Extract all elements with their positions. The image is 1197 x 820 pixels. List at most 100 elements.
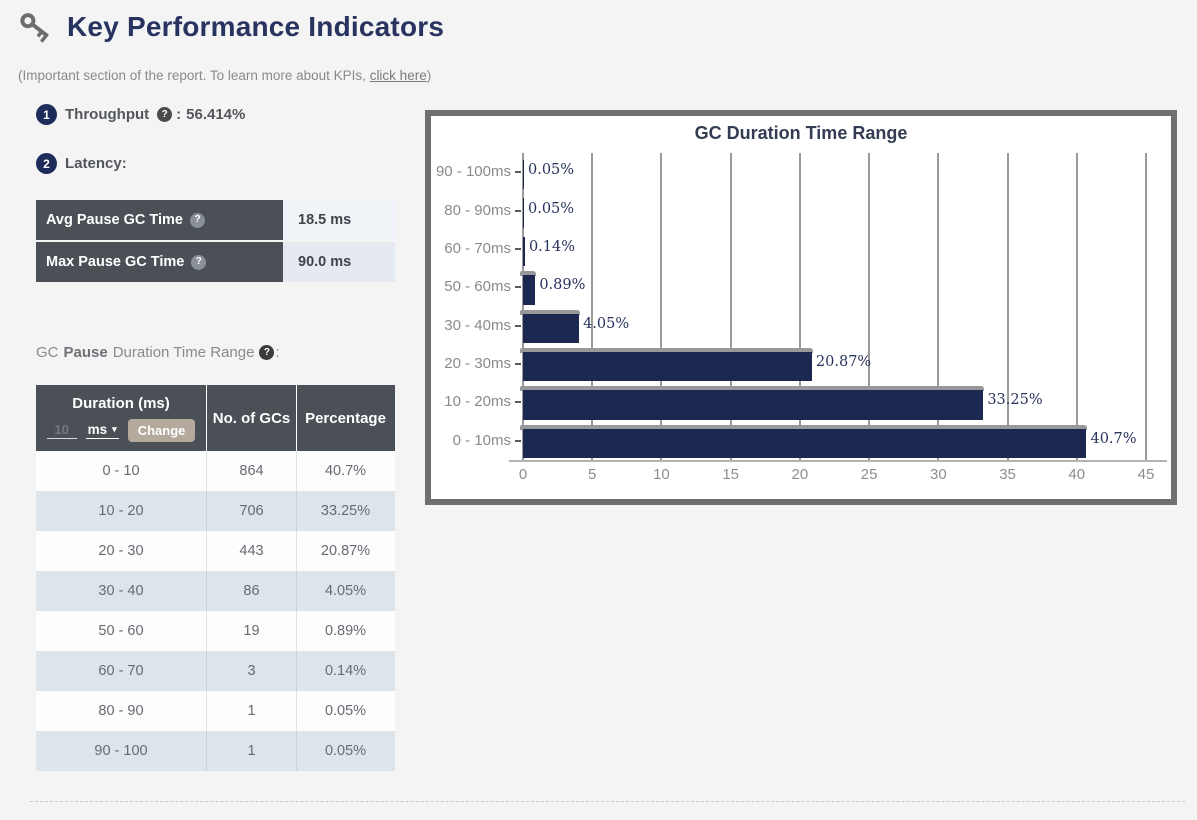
throughput-value: 56.414%	[186, 106, 246, 123]
cell-percentage: 0.05%	[324, 703, 367, 719]
cell-count: 3	[207, 651, 297, 691]
x-axis-tick-label: 30	[929, 466, 947, 483]
throughput-label: Throughput	[65, 106, 150, 123]
y-axis-label: 20 - 30ms	[444, 355, 511, 373]
table-row: 30 - 40 86 4.05%	[36, 571, 395, 611]
cell-duration: 90 - 100	[36, 731, 207, 771]
page-title: Key Performance Indicators	[67, 11, 445, 42]
latency-table: Avg Pause GC Time? 18.5 ms Max Pause GC Ti…	[36, 200, 395, 284]
y-axis-tick	[515, 171, 521, 174]
badge-1: 1	[36, 104, 57, 125]
chart-bar	[523, 198, 524, 228]
x-axis-tick-label: 10	[653, 466, 670, 483]
x-axis-line	[509, 460, 1167, 462]
cell-duration: 30 - 40	[36, 571, 207, 611]
table-row: 90 - 100 1 0.05%	[36, 731, 395, 771]
cell-percentage: 33.25%	[320, 503, 371, 519]
gc-range-label: GC Pause Duration Time Range ? :	[36, 344, 280, 361]
bar-value-label: 0.05%	[528, 200, 575, 217]
cell-count: 706	[207, 491, 297, 531]
y-axis-tick	[515, 209, 521, 212]
gridline	[660, 153, 663, 460]
x-axis-tick-label: 35	[999, 466, 1016, 483]
bar-shadow	[520, 271, 537, 277]
cell-count: 864	[207, 451, 297, 491]
header-percentage: Percentage	[297, 385, 394, 451]
bar-shadow	[520, 386, 985, 392]
cell-percentage: 0.89%	[324, 623, 367, 639]
gc-range-colon: :	[275, 344, 280, 361]
gridline	[522, 153, 524, 460]
help-icon[interactable]: ?	[157, 107, 173, 122]
y-axis-label: 60 - 70ms	[444, 239, 511, 257]
unit-select[interactable]: ms ▾	[85, 421, 119, 439]
x-axis-tick-label: 0	[518, 466, 528, 483]
y-axis-label: 0 - 10ms	[452, 431, 511, 449]
x-axis-tick-label: 45	[1137, 466, 1155, 483]
x-axis-tick-label: 15	[722, 466, 739, 483]
latency-label-text: Avg Pause GC Time	[46, 212, 183, 228]
cell-duration: 10 - 20	[36, 491, 207, 531]
x-axis-tick-label: 5	[588, 466, 597, 483]
help-icon[interactable]: ?	[259, 345, 275, 360]
duration-table-body: 0 - 10 864 40.7% 10 - 20 706 33.25% 20 - 30 443…	[36, 451, 395, 771]
gridline	[1145, 153, 1147, 460]
key-icon	[17, 8, 55, 46]
duration-unit-input[interactable]	[46, 421, 77, 439]
gridline	[1075, 153, 1078, 460]
help-icon[interactable]: ?	[191, 254, 207, 270]
y-axis-tick	[515, 286, 521, 289]
cell-percentage: 0.05%	[324, 743, 367, 759]
y-axis-tick	[515, 401, 521, 404]
section-divider	[30, 801, 1185, 802]
latency-row-label: Max Pause GC Time?	[36, 242, 283, 282]
cell-percentage: 0.14%	[324, 663, 367, 679]
bar-shadow	[520, 309, 581, 315]
chart-bar	[523, 236, 525, 267]
gc-range-suffix: Duration Time Range	[112, 344, 255, 361]
bar-value-label: 4.05%	[583, 315, 630, 332]
gc-range-prefix: GC	[36, 344, 59, 361]
latency-row: Avg Pause GC Time? 18.5 ms	[36, 200, 395, 240]
cell-duration: 0 - 10	[36, 451, 207, 491]
page-subtitle: (Important section of the report. To lea…	[18, 68, 431, 83]
cell-duration: 50 - 60	[36, 611, 207, 651]
subtitle-text: (Important section of the report. To lea…	[18, 68, 370, 83]
header-duration: Duration (ms) ms ▾ Change	[36, 385, 207, 451]
gc-duration-chart: GC Duration Time Range 90 - 100ms 0.05% 80…	[425, 110, 1177, 505]
header-no-of-gcs: No. of GCs	[207, 385, 297, 451]
x-axis-tick-label: 40	[1068, 466, 1086, 483]
unit-select-value: ms	[87, 421, 108, 437]
table-row: 20 - 30 443 20.87%	[36, 531, 395, 571]
change-button[interactable]: Change	[127, 418, 196, 442]
click-here-link[interactable]: click here	[369, 68, 427, 83]
bar-value-label: 0.89%	[539, 277, 586, 294]
duration-table: Duration (ms) ms ▾ Change No. of GCs Perc…	[36, 385, 395, 771]
table-row: 10 - 20 706 33.25%	[36, 491, 395, 531]
subtitle-suffix: )	[426, 68, 432, 83]
kpi-latency: 2 Latency:	[36, 153, 127, 174]
gcs-header-label: No. of GCs	[212, 409, 291, 427]
duration-table-header: Duration (ms) ms ▾ Change No. of GCs Perc…	[36, 385, 395, 451]
chart-bar	[523, 160, 524, 190]
chart-bar	[523, 390, 984, 420]
y-axis-label: 30 - 40ms	[444, 316, 511, 334]
gridline	[729, 153, 732, 460]
y-axis-label: 80 - 90ms	[444, 201, 511, 219]
y-axis-label: 10 - 20ms	[444, 393, 511, 411]
cell-percentage: 40.7%	[324, 463, 367, 479]
cell-percentage: 4.05%	[324, 583, 367, 599]
y-axis-tick	[515, 247, 521, 250]
bar-value-label: 40.7%	[1090, 430, 1137, 447]
cell-count: 443	[207, 531, 297, 571]
kpi-throughput: 1 Throughput ? : 56.414%	[36, 104, 245, 125]
gridline	[798, 153, 801, 460]
table-row: 60 - 70 3 0.14%	[36, 651, 395, 691]
chart-bar	[523, 428, 1087, 458]
throughput-colon: :	[176, 106, 182, 123]
chart-bar	[523, 313, 580, 343]
bar-shadow	[520, 347, 813, 353]
bar-value-label: 0.14%	[528, 238, 576, 255]
help-icon[interactable]: ?	[190, 212, 205, 228]
gridline	[1006, 153, 1009, 460]
